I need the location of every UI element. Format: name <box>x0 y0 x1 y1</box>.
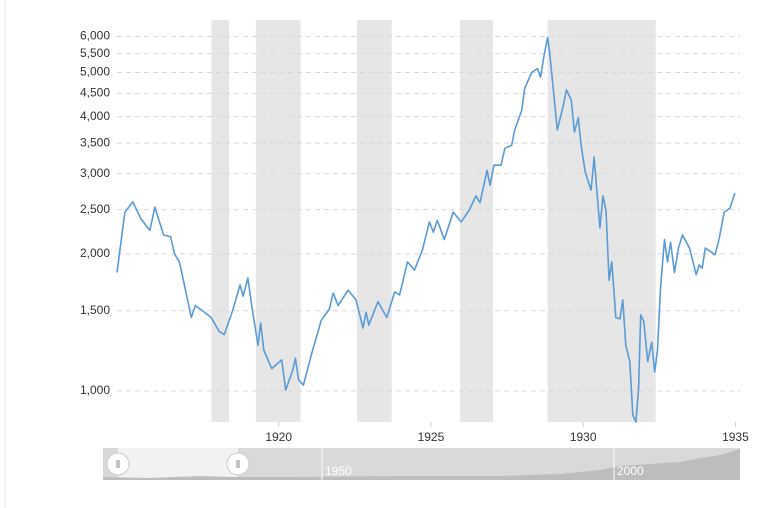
x-tick-label: 1935 <box>722 430 749 444</box>
navigator-selection[interactable] <box>118 448 238 480</box>
y-tick-label: 1,000 <box>80 383 110 397</box>
x-tick-label: 1930 <box>570 430 597 444</box>
y-tick-label: 5,500 <box>80 46 110 60</box>
y-tick-label: 2,500 <box>80 202 110 216</box>
y-tick-label: 6,000 <box>80 29 110 43</box>
y-tick-label: 5,000 <box>80 65 110 79</box>
y-tick-label: 4,000 <box>80 109 110 123</box>
navigator-handle[interactable] <box>226 452 250 476</box>
navigator-handle[interactable] <box>106 452 130 476</box>
navigator-label: 2000 <box>617 464 644 478</box>
y-tick-label: 2,000 <box>80 246 110 260</box>
recession-band <box>547 20 656 422</box>
y-tick-label: 1,500 <box>80 303 110 317</box>
recession-band <box>356 20 392 422</box>
recession-band <box>211 20 230 422</box>
series-line <box>116 36 736 423</box>
navigator-series <box>103 449 740 480</box>
navigator[interactable]: 1950 2000 <box>103 448 740 480</box>
x-tick-label: 1920 <box>265 430 292 444</box>
recession-band <box>460 20 494 422</box>
y-tick-label: 4,500 <box>80 86 110 100</box>
plot-area: 1,000 1,500 2,000 2,500 3,000 3,500 4,000 4,500… <box>80 20 749 444</box>
y-tick-label: 3,500 <box>80 135 110 149</box>
recession-band <box>255 20 301 422</box>
y-tick-label: 3,000 <box>80 166 110 180</box>
navigator-label: 1950 <box>325 464 352 478</box>
x-tick-label: 1925 <box>418 430 445 444</box>
